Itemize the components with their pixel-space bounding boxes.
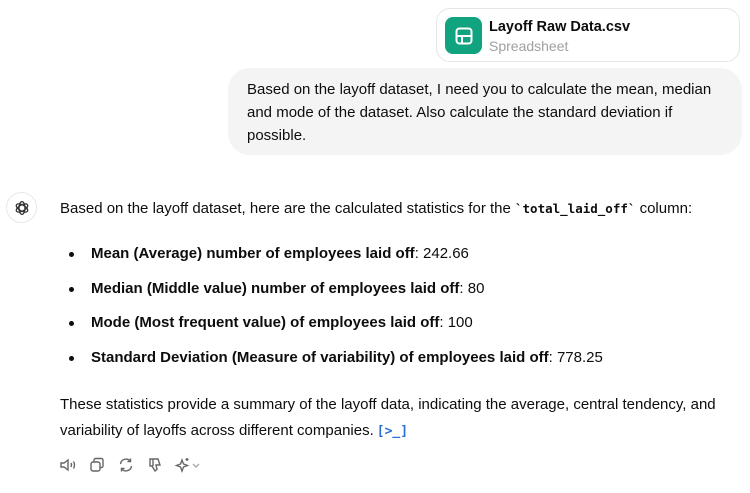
message-actions xyxy=(58,455,202,474)
summary-text: These statistics provide a summary of th… xyxy=(60,396,716,439)
assistant-intro: Based on the layoff dataset, here are th… xyxy=(60,198,692,220)
stat-value: : 778.25 xyxy=(548,348,603,366)
sparkle-model-icon[interactable] xyxy=(174,455,202,474)
stat-label: Mode (Most frequent value) of employees … xyxy=(91,314,440,331)
stat-label: Mean (Average) number of employees laid … xyxy=(91,245,415,262)
copy-icon[interactable] xyxy=(87,455,106,474)
stat-label: Median (Middle value) number of employee… xyxy=(91,279,460,297)
thumbs-down-icon[interactable] xyxy=(145,455,164,474)
stat-std-dev: Standard Deviation (Measure of variabili… xyxy=(60,347,603,382)
stat-value: : 242.66 xyxy=(414,245,469,262)
attachment-type: Spreadsheet xyxy=(489,38,569,54)
attachment-card[interactable]: Layoff Raw Data.csv Spreadsheet xyxy=(436,8,740,62)
attachment-name: Layoff Raw Data.csv xyxy=(489,19,631,35)
column-name-code: `total_laid_off` xyxy=(515,201,636,216)
stat-mean: Mean (Average) number of employees laid … xyxy=(60,243,603,278)
stat-mode: Mode (Most frequent value) of employees … xyxy=(60,312,603,347)
stats-list: Mean (Average) number of employees laid … xyxy=(60,243,603,381)
intro-text: Based on the layoff dataset, here are th… xyxy=(60,200,515,217)
code-citation-link[interactable]: [>_] xyxy=(376,424,409,439)
stat-median: Median (Middle value) number of employee… xyxy=(60,278,603,313)
regenerate-icon[interactable] xyxy=(116,455,135,474)
read-aloud-icon[interactable] xyxy=(58,455,77,474)
user-message: Based on the layoff dataset, I need you … xyxy=(228,68,742,155)
stat-label: Standard Deviation (Measure of variabili… xyxy=(91,348,549,366)
table-icon xyxy=(445,17,482,54)
intro-text-end: column: xyxy=(635,200,693,217)
stat-value: : 100 xyxy=(439,314,473,331)
assistant-summary: These statistics provide a summary of th… xyxy=(60,392,740,445)
stat-value: : 80 xyxy=(459,279,485,297)
openai-logo-icon xyxy=(6,192,37,223)
